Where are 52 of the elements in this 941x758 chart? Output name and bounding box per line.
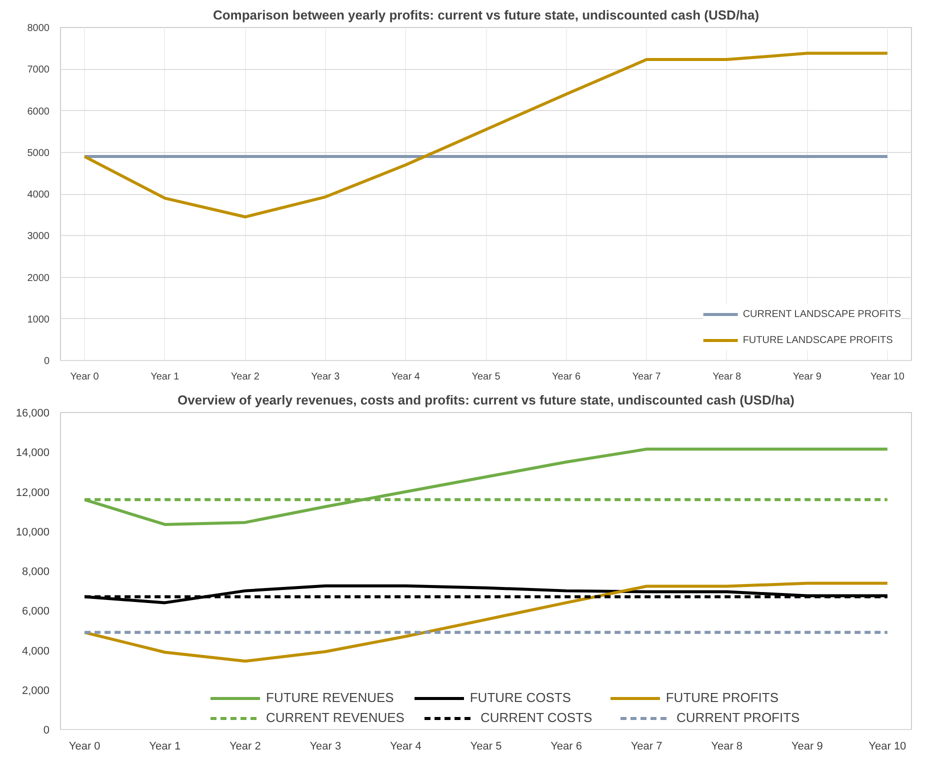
y-tick-label: 2,000 bbox=[22, 684, 50, 697]
y-tick-label: 4,000 bbox=[22, 645, 50, 658]
x-tick-label: Year 0 bbox=[68, 740, 100, 752]
x-tick-label: Year 3 bbox=[310, 740, 342, 752]
x-tick-label: Year 9 bbox=[791, 740, 823, 752]
x-tick-label: Year 2 bbox=[229, 740, 261, 752]
y-tick-label: 0 bbox=[44, 356, 50, 367]
x-tick-label: Year 1 bbox=[149, 740, 181, 752]
x-tick-label: Year 9 bbox=[792, 372, 822, 382]
x-tick-label: Year 2 bbox=[230, 372, 260, 382]
x-tick-label: Year 6 bbox=[552, 372, 581, 382]
x-tick-label: Year 8 bbox=[712, 372, 742, 382]
legend-label: CURRENT LANDSCAPE PROFITS bbox=[742, 308, 901, 320]
x-tick-label: Year 7 bbox=[630, 740, 662, 752]
y-tick-label: 3000 bbox=[27, 231, 50, 242]
y-tick-label: 7000 bbox=[27, 64, 50, 76]
x-tick-label: Year 0 bbox=[70, 372, 100, 382]
x-tick-label: Year 10 bbox=[868, 740, 906, 752]
x-tick-label: Year 7 bbox=[632, 372, 662, 382]
legend-label: FUTURE PROFITS bbox=[666, 690, 780, 705]
x-tick-label: Year 6 bbox=[550, 740, 582, 752]
y-tick-label: 6,000 bbox=[22, 606, 50, 618]
y-tick-label: 6000 bbox=[27, 106, 50, 118]
legend-label: FUTURE COSTS bbox=[470, 690, 572, 705]
x-tick-label: Year 3 bbox=[311, 372, 340, 382]
y-tick-label: 8,000 bbox=[22, 566, 50, 578]
x-tick-label: Year 8 bbox=[711, 740, 743, 752]
chart-title: Comparison between yearly profits: current vs future state, undiscounted cash (USD/ha) bbox=[212, 8, 760, 22]
line-series bbox=[83, 52, 889, 218]
y-tick-label: 1000 bbox=[27, 314, 50, 326]
legend-label: CURRENT COSTS bbox=[480, 710, 594, 725]
x-tick-label: Year 10 bbox=[870, 372, 905, 382]
y-tick-label: 12,000 bbox=[16, 486, 50, 499]
x-tick-label: Year 4 bbox=[391, 372, 420, 382]
chart-title: Overview of yearly revenues, costs and profits: current vs future state, undiscounted cash (USD/ha) bbox=[178, 392, 794, 408]
y-tick-label: 10,000 bbox=[16, 526, 50, 538]
x-tick-label: Year 5 bbox=[470, 740, 502, 752]
y-tick-label: 5000 bbox=[27, 148, 50, 159]
legend-label: FUTURE LANDSCAPE PROFITS bbox=[742, 334, 893, 346]
x-tick-label: Year 5 bbox=[472, 372, 501, 382]
y-tick-label: 0 bbox=[43, 724, 50, 736]
legend-label: FUTURE REVENUES bbox=[266, 690, 394, 705]
y-tick-label: 14,000 bbox=[16, 447, 50, 460]
y-tick-label: 2000 bbox=[27, 272, 50, 284]
legend-label: CURRENT PROFITS bbox=[676, 710, 800, 725]
x-tick-label: Year 4 bbox=[390, 740, 422, 752]
y-tick-label: 4000 bbox=[27, 190, 50, 200]
y-tick-label: 16,000 bbox=[16, 408, 50, 420]
line-series bbox=[83, 582, 889, 663]
y-tick-label: 8000 bbox=[27, 23, 50, 34]
legend-label: CURRENT REVENUES bbox=[266, 710, 404, 725]
x-tick-label: Year 1 bbox=[150, 372, 180, 382]
